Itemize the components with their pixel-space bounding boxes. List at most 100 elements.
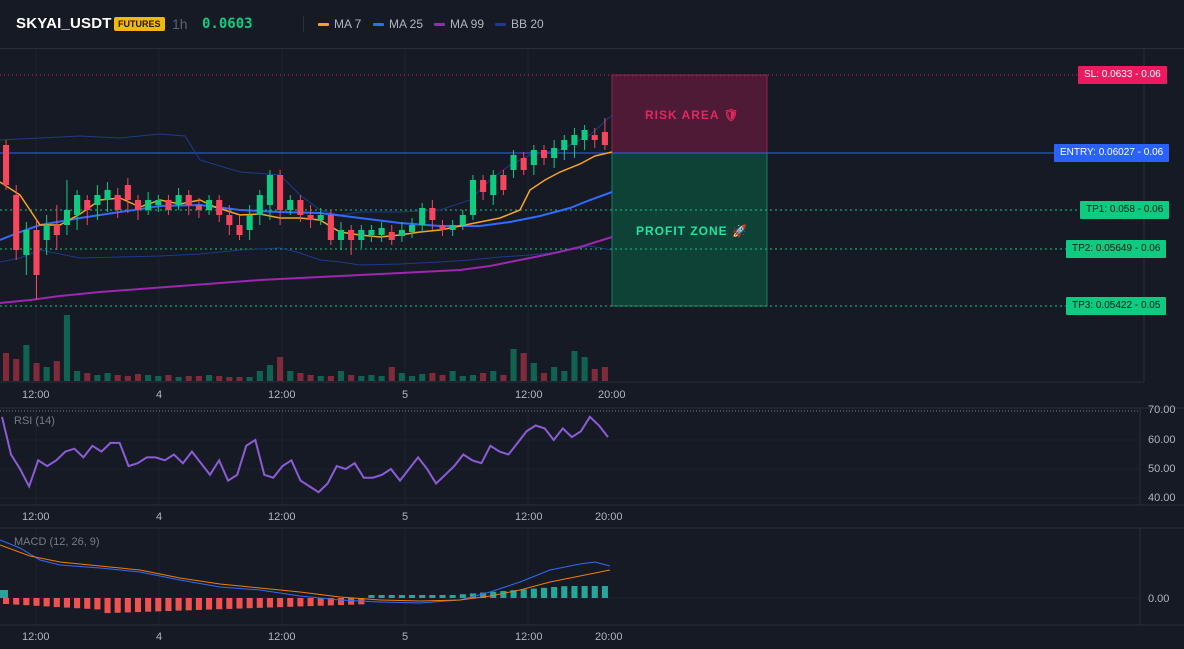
tp1-tag-axis: 0.06 <box>1143 204 1164 215</box>
legend-ma7[interactable]: MA 7 <box>318 17 361 31</box>
volume-bar <box>540 373 548 381</box>
volume-bar <box>469 375 476 381</box>
volume-bar <box>175 377 182 381</box>
tp3-price-tag[interactable]: TP3: 0.05422 - 0.05 <box>1066 297 1167 315</box>
candle-body <box>74 195 81 215</box>
x-label: 20:00 <box>595 511 623 523</box>
tp2-tag-label: TP2: 0.05649 <box>1072 243 1133 254</box>
macd-histogram-bar <box>236 598 243 609</box>
rsi-title: RSI (14) <box>14 415 55 427</box>
macd-histogram-bar <box>134 598 142 613</box>
tp3-tag-label: TP3: 0.05422 <box>1072 300 1133 311</box>
volume-bar <box>63 315 70 381</box>
candle-body <box>429 208 436 220</box>
bb-upper <box>0 114 613 216</box>
candle-body <box>63 210 70 225</box>
risk-area-label: RISK AREA 🛡 <box>645 108 740 122</box>
candle-body <box>327 215 334 240</box>
macd-histogram-bar <box>601 586 608 598</box>
volume-bar <box>236 377 243 381</box>
candle-body <box>236 225 243 235</box>
sl-price-tag[interactable]: SL: 0.0633 - 0.06 <box>1078 66 1167 84</box>
volume-bar <box>358 376 365 381</box>
tp1-price-tag[interactable]: TP1: 0.058 - 0.06 <box>1080 201 1170 219</box>
candle-body <box>226 215 233 225</box>
volume-bar <box>571 351 578 381</box>
volume-bar <box>439 375 446 381</box>
macd-histogram-bar <box>266 598 273 608</box>
legend-ma99[interactable]: MA 99 <box>434 17 484 31</box>
x-label: 4 <box>156 631 163 643</box>
volume-bar <box>266 365 273 381</box>
tp2-price-tag[interactable]: TP2: 0.05649 - 0.06 <box>1066 240 1167 258</box>
candle-body <box>317 215 324 220</box>
macd-histogram-bar <box>206 598 213 610</box>
candle-body <box>175 195 182 205</box>
symbol-name[interactable]: SKYAI_USDT <box>16 15 112 32</box>
macd-histogram-bar <box>246 598 253 609</box>
macd-histogram-bar <box>23 598 30 606</box>
volume-bar <box>94 375 101 381</box>
macd-histogram-bar <box>500 591 507 598</box>
volume-bar <box>459 376 466 381</box>
candle-body <box>43 225 50 240</box>
candle-body <box>358 230 365 240</box>
candle-body <box>439 225 446 230</box>
macd-histogram-bar <box>378 595 385 598</box>
candle-body <box>551 148 558 158</box>
candle-body <box>348 230 355 240</box>
legend-ma25[interactable]: MA 25 <box>373 17 423 31</box>
macd-histogram-bar <box>530 588 537 598</box>
volume-bar <box>104 373 111 381</box>
x-label: 12:00 <box>22 511 50 523</box>
candle-body <box>104 190 111 200</box>
candle-body <box>3 145 10 185</box>
legend-bb20-label: BB 20 <box>511 17 544 31</box>
x-label: 5 <box>402 511 409 523</box>
volume-bar <box>551 367 558 381</box>
candle-body <box>246 215 253 230</box>
macd-histogram-bar <box>571 586 578 598</box>
ma7-line <box>0 151 613 238</box>
candle-body <box>94 195 101 205</box>
macd-histogram-bar <box>409 595 416 598</box>
x-label: 12:00 <box>268 389 296 401</box>
volume-bar <box>206 375 213 381</box>
candle-body <box>378 228 385 235</box>
x-label: 4 <box>156 511 163 523</box>
volume-bar <box>398 373 405 381</box>
macd-histogram-bar <box>419 595 426 598</box>
x-label: 12:00 <box>515 631 543 643</box>
legend-bb20[interactable]: BB 20 <box>495 17 544 31</box>
macd-histogram-bar <box>175 598 182 611</box>
volume-bar <box>246 377 253 381</box>
bb20-swatch-icon <box>495 22 506 26</box>
macd-histogram-bar <box>398 595 405 598</box>
x-label: 12:00 <box>515 511 543 523</box>
volume-bar <box>3 353 10 381</box>
volume-bar <box>124 376 131 381</box>
entry-price-tag[interactable]: ENTRY: 0.06027 - 0.06 <box>1054 144 1170 162</box>
candle-body <box>520 158 527 170</box>
candle-body <box>277 175 284 210</box>
macd-title: MACD (12, 26, 9) <box>14 536 100 548</box>
volume-bar <box>84 373 91 381</box>
candle-body <box>134 200 142 210</box>
rsi-line <box>1 415 609 494</box>
macd-histogram-bar <box>114 598 121 613</box>
candle-body <box>419 208 426 225</box>
volume-bar <box>74 371 81 381</box>
macd-axis-label: 0.00 <box>1148 593 1170 605</box>
volume-bar <box>155 376 162 381</box>
timeframe-selector[interactable]: 1h <box>172 16 188 32</box>
rsi-axis-label: 40.00 <box>1148 492 1176 504</box>
volume-bar <box>216 376 223 381</box>
macd-histogram-bar <box>591 586 598 598</box>
macd-histogram-bar <box>104 598 111 614</box>
candle-body <box>601 132 608 145</box>
candle-body <box>287 200 294 210</box>
candle-body <box>53 225 60 235</box>
volume-bar <box>348 375 355 381</box>
macd-histogram-bar <box>74 598 81 609</box>
